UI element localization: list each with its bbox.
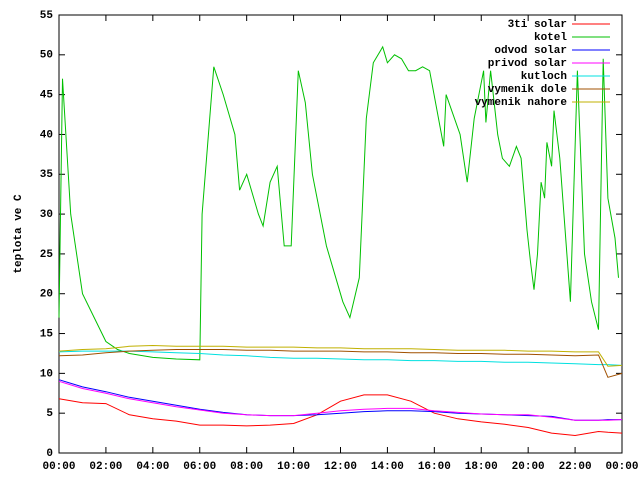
y-tick-label: 0 bbox=[46, 448, 53, 460]
y-tick-label: 25 bbox=[40, 249, 54, 261]
x-tick-label: 04:00 bbox=[136, 461, 169, 473]
series-line bbox=[58, 344, 623, 367]
x-tick-label: 18:00 bbox=[465, 461, 498, 473]
x-tick-label: 16:00 bbox=[418, 461, 451, 473]
y-tick-label: 55 bbox=[40, 10, 54, 22]
x-tick-label: 06:00 bbox=[183, 461, 216, 473]
x-tick-label: 22:00 bbox=[559, 461, 592, 473]
y-tick-label: 30 bbox=[40, 209, 53, 221]
y-tick-label: 10 bbox=[40, 368, 53, 380]
y-tick-label: 50 bbox=[40, 50, 53, 62]
y-tick-label: 35 bbox=[40, 169, 54, 181]
x-tick-label: 00:00 bbox=[605, 461, 638, 473]
series-line bbox=[58, 379, 622, 421]
series-line bbox=[58, 349, 623, 378]
legend-label: kotel bbox=[534, 32, 567, 44]
y-tick-label: 40 bbox=[40, 129, 53, 141]
series-line bbox=[58, 380, 623, 421]
legend-label: privod solar bbox=[488, 58, 567, 70]
x-tick-label: 08:00 bbox=[230, 461, 263, 473]
y-axis-label: teplota ve C bbox=[13, 194, 25, 274]
y-tick-label: 20 bbox=[40, 289, 53, 301]
series-line bbox=[58, 350, 623, 366]
y-tick-label: 45 bbox=[40, 90, 54, 102]
y-tick-label: 15 bbox=[40, 328, 54, 340]
x-tick-label: 14:00 bbox=[371, 461, 404, 473]
x-tick-label: 20:00 bbox=[512, 461, 545, 473]
legend-label: vymenik nahore bbox=[475, 97, 568, 109]
x-tick-label: 10:00 bbox=[277, 461, 310, 473]
y-tick-label: 5 bbox=[46, 408, 53, 420]
legend-label: vymenik dole bbox=[488, 84, 568, 96]
series-line bbox=[58, 45, 619, 361]
x-tick-label: 02:00 bbox=[89, 461, 122, 473]
series-line bbox=[58, 394, 623, 437]
legend-label: 3ti solar bbox=[508, 19, 567, 31]
legend-label: kutloch bbox=[521, 71, 567, 83]
legend-label: odvod solar bbox=[494, 45, 567, 57]
x-tick-label: 12:00 bbox=[324, 461, 357, 473]
x-tick-label: 00:00 bbox=[42, 461, 75, 473]
